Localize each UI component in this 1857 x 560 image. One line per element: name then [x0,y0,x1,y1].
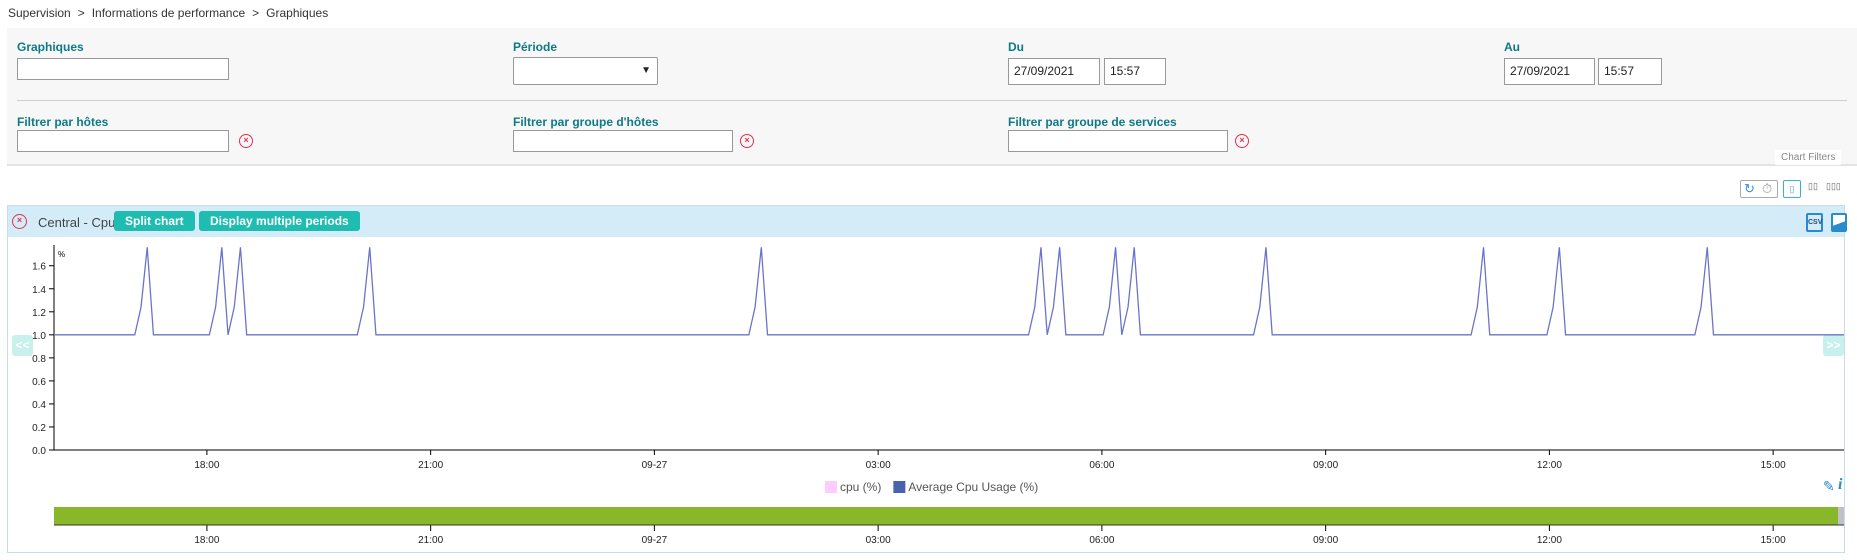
next-period-button[interactable]: >> [1823,335,1844,356]
navigator-tick-label: 12:00 [1537,535,1562,546]
clear-servicegroups-icon[interactable]: × [1235,134,1249,148]
breadcrumb-separator: > [252,6,260,20]
y-tick-label: 0.6 [32,377,46,388]
image-export-icon[interactable] [1831,213,1847,232]
navigator-unselected [1838,507,1844,525]
breadcrumb: Supervision > Informations de performance >… [8,6,328,20]
navigator-tick-label: 18:00 [194,535,219,546]
legend-label: cpu (%) [840,480,881,494]
x-tick-label: 18:00 [194,460,219,471]
legend-label: Average Cpu Usage (%) [908,480,1038,494]
y-tick-label: 0.8 [32,354,46,365]
y-tick-label: 1.6 [32,262,46,273]
du-date-input[interactable]: 27/09/2021 [1008,58,1100,85]
navigator-range-bar[interactable] [54,507,1838,525]
legend-swatch [893,481,906,493]
x-tick-label: 09-27 [642,460,668,471]
x-tick-label: 15:00 [1761,460,1786,471]
chart-filters-toggle[interactable]: Chart Filters [1775,150,1842,165]
refresh-icon[interactable]: ↻ [1744,181,1755,196]
timer-icon[interactable]: ⏱ [1762,181,1773,196]
breadcrumb-supervision[interactable]: Supervision [8,6,71,20]
y-tick-label: 0.2 [32,423,46,434]
x-tick-label: 03:00 [866,460,891,471]
close-chart-icon[interactable]: × [12,214,27,229]
hosts-filter-label: Filtrer par hôtes [17,115,109,129]
navigator-tick-label: 15:00 [1761,535,1786,546]
y-tick-label: 1.0 [32,331,46,342]
y-tick-label: 1.4 [32,285,46,296]
divider [17,100,1847,101]
layout-3-columns-icon[interactable]: ▯▯▯ [1826,181,1841,191]
du-time-input[interactable]: 15:57 [1104,58,1166,85]
filters-panel: Graphiques Période ▼ Du 27/09/2021 15:57… [7,28,1857,166]
x-tick-label: 21:00 [418,460,443,471]
csv-export-icon[interactable]: CSV [1806,213,1823,232]
breadcrumb-graphiques[interactable]: Graphiques [266,6,329,20]
clear-hostgroups-icon[interactable]: × [740,134,754,148]
hostgroups-filter-input[interactable] [513,130,733,152]
du-label: Du [1008,40,1024,54]
split-chart-button[interactable]: Split chart [114,211,195,231]
hosts-filter-input[interactable] [17,130,229,152]
x-tick-label: 06:00 [1089,460,1114,471]
servicegroups-filter-input[interactable] [1008,130,1228,152]
layout-2-columns-icon[interactable]: ▯▯ [1808,181,1818,191]
legend-swatch [825,481,837,493]
navigator-tick-label: 03:00 [866,535,891,546]
x-tick-label: 12:00 [1537,460,1562,471]
chevron-down-icon: ▼ [641,65,651,76]
servicegroups-filter-label: Filtrer par groupe de services [1008,115,1177,129]
hostgroups-filter-label: Filtrer par groupe d'hôtes [513,115,659,129]
navigator-tick-label: 06:00 [1089,535,1114,546]
previous-period-button[interactable]: << [12,335,33,356]
navigator-tick-label: 09-27 [642,535,668,546]
graphiques-input[interactable] [17,58,229,80]
x-tick-label: 09:00 [1313,460,1338,471]
au-time-input[interactable]: 15:57 [1598,58,1662,85]
graphiques-label: Graphiques [17,40,84,54]
refresh-timer-group: ↻ ⏱ [1740,180,1778,198]
y-tick-label: 0.0 [32,446,46,457]
navigator-tick-label: 09:00 [1313,535,1338,546]
periode-label: Période [513,40,558,54]
y-tick-label: 1.2 [32,308,46,319]
series-line-average-cpu-usage [54,247,1844,336]
y-unit-label: % [58,250,65,259]
chart-header: × Central - Cpu Split chart Display mult… [8,206,1847,237]
navigator-tick-label: 21:00 [418,535,443,546]
periode-select[interactable]: ▼ [513,57,658,85]
pencil-icon[interactable]: ✎ [1823,478,1835,494]
breadcrumb-performance[interactable]: Informations de performance [91,6,246,20]
info-icon[interactable]: i [1838,476,1843,493]
layout-1-column-icon[interactable]: ▯ [1783,180,1801,198]
display-multiple-periods-button[interactable]: Display multiple periods [199,211,360,231]
breadcrumb-separator: > [77,6,85,20]
y-tick-label: 0.4 [32,400,46,411]
chart-title: Central - Cpu [38,215,116,230]
au-date-input[interactable]: 27/09/2021 [1504,58,1595,85]
au-label: Au [1504,40,1520,54]
clear-hosts-icon[interactable]: × [239,134,253,148]
chart-panel: × Central - Cpu Split chart Display mult… [7,205,1847,553]
